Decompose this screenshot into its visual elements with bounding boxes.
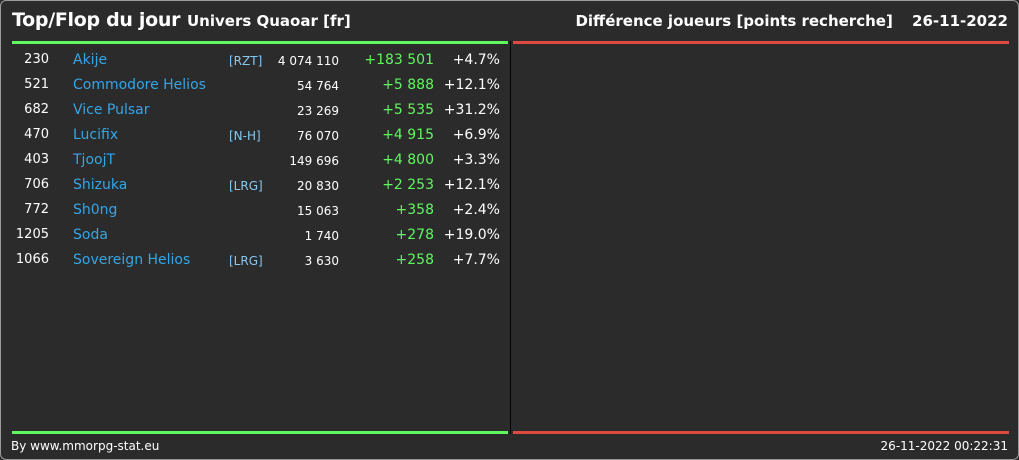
percent-change: +31.2% xyxy=(443,102,500,118)
player-link[interactable]: Akije xyxy=(73,52,108,68)
player-link[interactable]: Sh0ng xyxy=(73,202,118,218)
score-diff: +4 800 xyxy=(382,152,434,168)
score-diff: +4 915 xyxy=(382,127,434,143)
alliance-tag[interactable]: [RZT] xyxy=(229,54,263,68)
percent-change: +19.0% xyxy=(443,227,500,243)
flop-accent-bar-bottom xyxy=(513,431,1009,434)
list-item: 521 Commodore Helios 54 764 +5 888 +12.1… xyxy=(1,74,510,99)
score-diff: +258 xyxy=(395,252,434,268)
header-info: Différence joueurs [points recherche] 26… xyxy=(575,12,1008,30)
score-diff: +358 xyxy=(395,202,434,218)
score-diff: +2 253 xyxy=(382,177,434,193)
percent-change: +4.7% xyxy=(452,52,500,68)
top-accent-bar xyxy=(12,41,508,44)
player-link[interactable]: Commodore Helios xyxy=(73,77,206,93)
list-item: 706 Shizuka [LRG] 20 830 +2 253 +12.1% xyxy=(1,174,510,199)
score-diff: +5 535 xyxy=(382,102,434,118)
score: 1 740 xyxy=(304,229,339,243)
alliance-tag[interactable]: [LRG] xyxy=(229,179,263,193)
list-item: 1066 Sovereign Helios [LRG] 3 630 +258 +… xyxy=(1,249,510,274)
score: 20 830 xyxy=(297,179,339,193)
category-label: Différence joueurs [points recherche] xyxy=(575,12,893,30)
top-list: 230 Akije [RZT] 4 074 110 +183 501 +4.7%… xyxy=(1,49,510,274)
top-accent-bar-bottom xyxy=(12,431,508,434)
flop-accent-bar xyxy=(513,41,1009,44)
player-link[interactable]: Shizuka xyxy=(73,177,128,193)
player-link[interactable]: Vice Pulsar xyxy=(73,102,150,118)
score: 3 630 xyxy=(304,254,339,268)
date-label: 26-11-2022 xyxy=(912,12,1008,30)
percent-change: +7.7% xyxy=(452,252,500,268)
list-item: 470 Lucifix [N-H] 76 070 +4 915 +6.9% xyxy=(1,124,510,149)
player-link[interactable]: TjoojT xyxy=(73,152,116,168)
rank: 230 xyxy=(24,52,49,67)
list-item: 772 Sh0ng 15 063 +358 +2.4% xyxy=(1,199,510,224)
rank: 682 xyxy=(24,102,49,117)
score: 54 764 xyxy=(297,79,339,93)
score-diff: +5 888 xyxy=(382,77,434,93)
universe-label: Univers Quaoar [fr] xyxy=(187,12,351,30)
percent-change: +12.1% xyxy=(443,77,500,93)
footer-credit[interactable]: By www.mmorpg-stat.eu xyxy=(11,439,160,453)
percent-change: +12.1% xyxy=(443,177,500,193)
rank: 403 xyxy=(24,152,49,167)
score: 4 074 110 xyxy=(277,54,339,68)
column-divider xyxy=(510,41,511,434)
player-link[interactable]: Soda xyxy=(73,227,108,243)
percent-change: +6.9% xyxy=(452,127,500,143)
score: 15 063 xyxy=(297,204,339,218)
header: Top/Flop du jour Univers Quaoar [fr] Dif… xyxy=(1,1,1018,41)
rank: 521 xyxy=(24,77,49,92)
percent-change: +2.4% xyxy=(452,202,500,218)
score: 76 070 xyxy=(297,129,339,143)
player-link[interactable]: Lucifix xyxy=(73,127,119,143)
list-item: 403 TjoojT 149 696 +4 800 +3.3% xyxy=(1,149,510,174)
percent-change: +3.3% xyxy=(452,152,500,168)
alliance-tag[interactable]: [N-H] xyxy=(229,129,261,143)
score: 23 269 xyxy=(297,104,339,118)
rank: 1066 xyxy=(15,252,49,267)
player-link[interactable]: Sovereign Helios xyxy=(73,252,191,268)
page-title: Top/Flop du jour xyxy=(12,9,181,31)
list-item: 230 Akije [RZT] 4 074 110 +183 501 +4.7% xyxy=(1,49,510,74)
rank: 470 xyxy=(24,127,49,142)
footer-timestamp: 26-11-2022 00:22:31 xyxy=(880,439,1008,453)
alliance-tag[interactable]: [LRG] xyxy=(229,254,263,268)
score: 149 696 xyxy=(289,154,339,168)
list-item: 1205 Soda 1 740 +278 +19.0% xyxy=(1,224,510,249)
rank: 1205 xyxy=(15,227,49,242)
rank: 706 xyxy=(24,177,49,192)
rank: 772 xyxy=(24,202,49,217)
score-diff: +278 xyxy=(395,227,434,243)
list-item: 682 Vice Pulsar 23 269 +5 535 +31.2% xyxy=(1,99,510,124)
score-diff: +183 501 xyxy=(364,52,434,68)
